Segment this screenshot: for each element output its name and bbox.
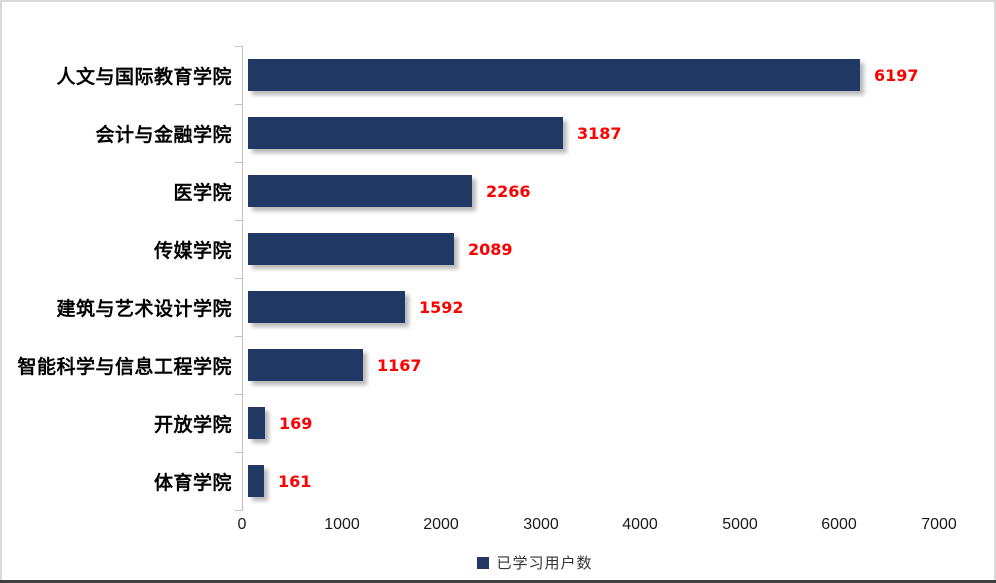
bar-row: 开放学院 169 bbox=[154, 394, 941, 452]
bottom-border-line bbox=[0, 580, 996, 583]
category-label: 会计与金融学院 bbox=[95, 124, 232, 146]
y-axis-tick bbox=[235, 336, 243, 337]
bar-row: 建筑与艺术设计学院 1592 bbox=[56, 278, 941, 336]
y-axis-tick bbox=[235, 46, 243, 47]
y-axis-tick bbox=[235, 104, 243, 105]
value-label: 1592 bbox=[419, 297, 464, 317]
legend-label: 已学习用户数 bbox=[496, 554, 593, 572]
legend: 已学习用户数 bbox=[39, 552, 994, 573]
x-axis-tick-label: 7000 bbox=[921, 516, 957, 533]
bar-row: 人文与国际教育学院 6197 bbox=[56, 46, 941, 104]
category-label: 人文与国际教育学院 bbox=[56, 66, 232, 88]
category-label: 开放学院 bbox=[153, 414, 232, 436]
bar-row: 传媒学院 2089 bbox=[154, 220, 941, 278]
plot-area: 人文与国际教育学院 6197 会计与金融学院 3187 医学院 2266 传媒学院 2089 建… bbox=[17, 46, 941, 511]
bar bbox=[248, 117, 563, 149]
value-label: 161 bbox=[278, 471, 312, 491]
bar bbox=[248, 407, 265, 439]
category-label: 医学院 bbox=[173, 182, 232, 204]
category-label: 体育学院 bbox=[153, 472, 232, 494]
y-axis-tick bbox=[235, 394, 243, 395]
value-label: 169 bbox=[279, 413, 313, 433]
value-label: 6197 bbox=[874, 65, 919, 85]
bar-row: 智能科学与信息工程学院 1167 bbox=[17, 336, 941, 394]
bar-row: 体育学院 161 bbox=[154, 452, 941, 510]
value-label: 1167 bbox=[377, 355, 422, 375]
bar bbox=[248, 233, 454, 265]
x-axis-tick-label: 0 bbox=[237, 516, 247, 533]
y-axis-tick bbox=[235, 510, 243, 511]
bar bbox=[248, 59, 860, 91]
x-axis-tick-label: 1000 bbox=[324, 516, 360, 533]
value-label: 2266 bbox=[486, 181, 531, 201]
x-axis-tick-label: 6000 bbox=[821, 516, 857, 533]
bar bbox=[248, 465, 264, 497]
bar-row: 医学院 2266 bbox=[173, 162, 941, 220]
bar-row: 会计与金融学院 3187 bbox=[95, 104, 941, 162]
bar bbox=[248, 175, 472, 207]
y-axis-tick bbox=[235, 220, 243, 221]
x-axis-tick-label: 3000 bbox=[523, 516, 559, 533]
value-label: 3187 bbox=[577, 123, 622, 143]
bar bbox=[248, 291, 405, 323]
legend-swatch-icon bbox=[477, 556, 490, 569]
y-axis-tick bbox=[235, 278, 243, 279]
category-label: 智能科学与信息工程学院 bbox=[17, 356, 232, 378]
y-axis-tick bbox=[235, 162, 243, 163]
x-axis-tick-label: 2000 bbox=[423, 516, 459, 533]
value-label: 2089 bbox=[468, 239, 513, 259]
bar bbox=[248, 349, 363, 381]
category-label: 传媒学院 bbox=[153, 240, 232, 262]
x-axis-tick-label: 4000 bbox=[622, 516, 658, 533]
y-axis-tick bbox=[235, 452, 243, 453]
x-axis-tick-label: 5000 bbox=[722, 516, 758, 533]
category-label: 建筑与艺术设计学院 bbox=[56, 298, 232, 320]
